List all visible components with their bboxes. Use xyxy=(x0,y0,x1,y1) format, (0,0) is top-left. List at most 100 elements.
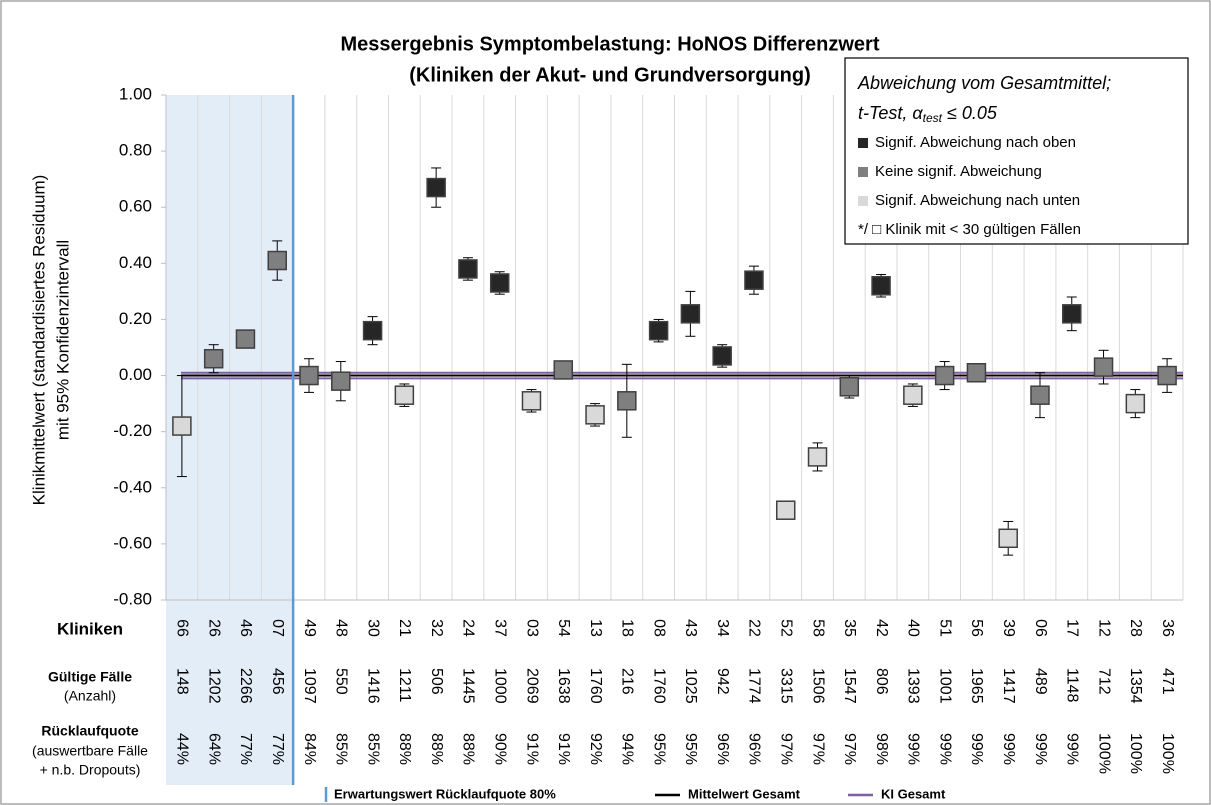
y-tick-label: 0.80 xyxy=(119,141,152,160)
marker xyxy=(299,365,319,386)
clinic-label: 34 xyxy=(714,619,731,637)
return-rate-label: 97% xyxy=(841,733,858,765)
clinic-label: 43 xyxy=(682,619,699,637)
legend-ci-label: KI Gesamt xyxy=(881,786,946,801)
cases-label: 456 xyxy=(269,668,286,695)
marker xyxy=(648,320,669,341)
legend-test-sub: test xyxy=(923,111,943,125)
clinic-label: 28 xyxy=(1127,619,1144,637)
marker xyxy=(744,270,764,290)
cases-label: 1025 xyxy=(682,668,699,704)
chart-subtitle: (Kliniken der Akut- und Grundversorgung) xyxy=(409,64,810,86)
marker xyxy=(680,304,701,324)
clinic-label: 51 xyxy=(936,619,953,637)
return-rate-label: 99% xyxy=(1032,733,1049,765)
return-rate-label: 95% xyxy=(682,733,699,765)
marker xyxy=(1062,304,1082,324)
return-rate-label: 91% xyxy=(555,733,572,765)
return-rate-label: 100% xyxy=(1095,733,1112,774)
return-rate-label: 97% xyxy=(809,733,826,765)
marker xyxy=(1093,357,1114,377)
marker xyxy=(998,528,1018,549)
cases-label: 1445 xyxy=(460,668,477,704)
legend-swatch xyxy=(858,167,868,177)
cases-label: 148 xyxy=(174,668,191,695)
cases-label: 1097 xyxy=(301,668,318,704)
marker xyxy=(903,385,923,405)
return-rate-label: 96% xyxy=(714,733,731,765)
clinic-label: 48 xyxy=(333,619,350,637)
marker xyxy=(617,391,637,411)
cases-label: 2266 xyxy=(237,668,254,704)
return-rate-label: 88% xyxy=(396,733,413,765)
marker xyxy=(172,416,192,436)
clinic-label: 66 xyxy=(174,619,191,637)
cases-label: 506 xyxy=(428,668,445,695)
row-label: Rücklaufquote xyxy=(41,723,138,739)
clinic-label: 08 xyxy=(650,619,667,637)
clinic-label: 21 xyxy=(396,619,413,637)
legend-label: Signif. Abweichung nach unten xyxy=(875,192,1080,209)
y-tick-label: 0.00 xyxy=(119,365,152,384)
cases-label: 1354 xyxy=(1127,668,1144,704)
return-rate-label: 88% xyxy=(428,733,445,765)
cases-label: 1417 xyxy=(1000,668,1017,704)
return-rate-label: 77% xyxy=(237,733,254,765)
cases-label: 1760 xyxy=(650,668,667,704)
y-axis-label: Klinikmittelwert (standardisiertes Resid… xyxy=(29,175,48,506)
return-rate-label: 77% xyxy=(269,733,286,765)
legend-label: Keine signif. Abweichung xyxy=(875,163,1042,180)
clinic-label: 12 xyxy=(1095,619,1112,637)
cases-label: 712 xyxy=(1095,668,1112,695)
return-rate-label: 99% xyxy=(1000,733,1017,765)
legend-swatch xyxy=(858,196,868,206)
legend-title: Abweichung vom Gesamtmittel; xyxy=(857,73,1111,93)
clinic-label: 35 xyxy=(841,619,858,637)
marker xyxy=(426,177,446,198)
return-rate-label: 97% xyxy=(778,733,795,765)
legend-expected-label: Erwartungswert Rücklaufquote 80% xyxy=(334,786,556,801)
row-sublabel: (Anzahl) xyxy=(64,688,116,704)
cases-label: 1760 xyxy=(587,668,604,704)
row-label: Gültige Fälle xyxy=(48,669,132,685)
clinic-label: 22 xyxy=(746,619,763,637)
clinic-label: 37 xyxy=(491,619,508,637)
cases-label: 2069 xyxy=(523,668,540,704)
y-tick-label: -0.60 xyxy=(113,533,152,552)
clinic-label: 07 xyxy=(269,619,286,637)
return-rate-label: 85% xyxy=(333,733,350,765)
y-tick-label: 0.20 xyxy=(119,309,152,328)
background-layer xyxy=(165,95,1184,785)
return-rate-label: 44% xyxy=(174,733,191,765)
marker xyxy=(362,320,383,341)
cases-label: 1202 xyxy=(205,668,222,704)
marker xyxy=(839,377,860,397)
clinic-label: 39 xyxy=(1000,619,1017,637)
marker xyxy=(807,447,828,467)
clinic-label: 17 xyxy=(1064,619,1081,637)
clinic-label: 49 xyxy=(301,619,318,637)
clinic-label: 03 xyxy=(523,619,540,637)
cases-label: 1000 xyxy=(491,668,508,704)
cases-label: 1211 xyxy=(396,668,413,703)
clinic-label: 52 xyxy=(778,619,795,637)
marker xyxy=(267,250,287,271)
clinic-label: 30 xyxy=(364,619,381,637)
cases-label: 1001 xyxy=(936,668,953,704)
return-rate-label: 88% xyxy=(460,733,477,765)
marker xyxy=(712,346,732,366)
row-sublabel: (auswertbare Fälle xyxy=(32,743,148,759)
cases-label: 1416 xyxy=(364,668,381,704)
return-rate-label: 94% xyxy=(619,733,636,765)
cases-label: 216 xyxy=(619,668,636,695)
marker xyxy=(235,329,256,349)
clinic-label: 40 xyxy=(905,619,922,637)
return-rate-label: 99% xyxy=(1064,733,1081,765)
clinic-label: 18 xyxy=(619,619,636,637)
return-rate-label: 95% xyxy=(650,733,667,765)
cases-label: 550 xyxy=(333,668,350,695)
y-tick-label: 1.00 xyxy=(119,84,152,103)
marker xyxy=(966,363,987,383)
clinic-label: 56 xyxy=(968,619,985,637)
